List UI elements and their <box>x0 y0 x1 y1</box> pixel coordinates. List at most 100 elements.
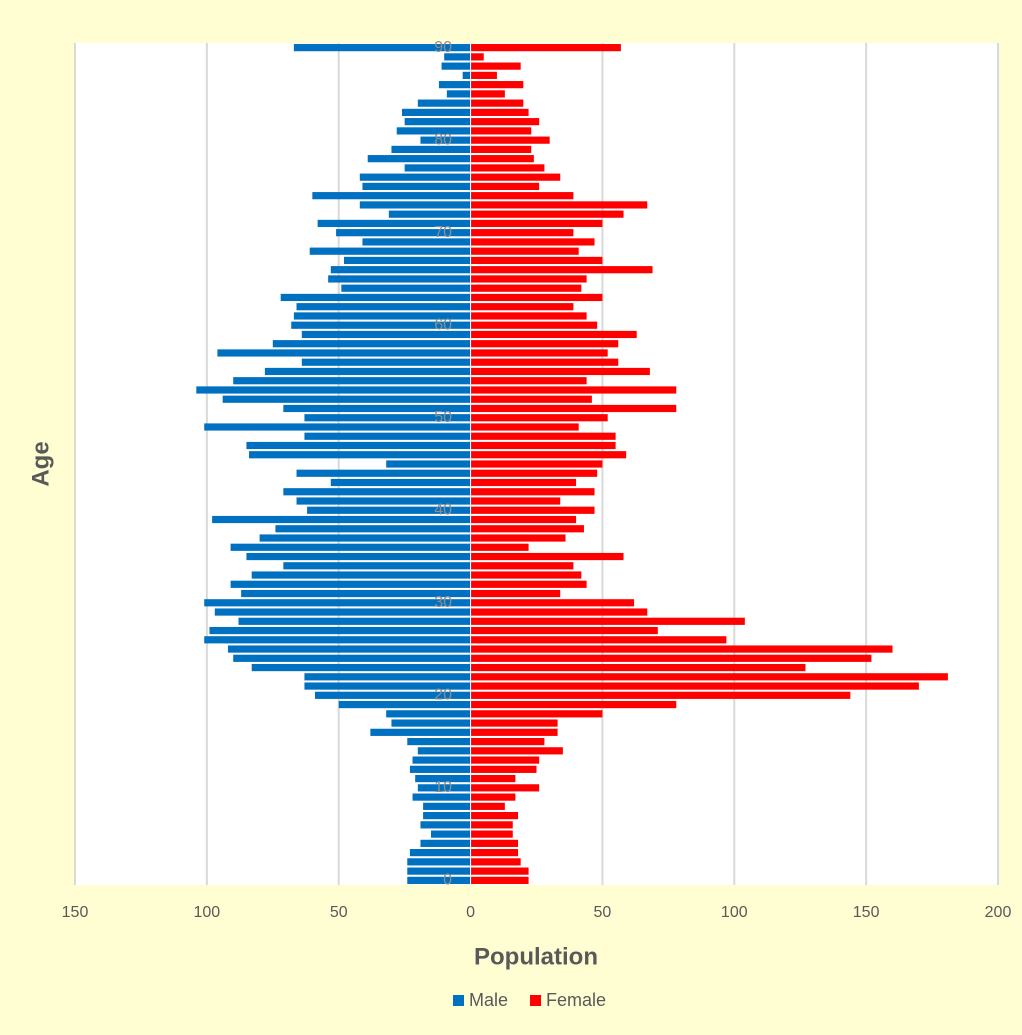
legend-swatch <box>530 995 542 1006</box>
y-tick-label: 80 <box>434 131 452 148</box>
bar <box>470 182 540 191</box>
bar <box>386 710 471 718</box>
bar <box>470 395 592 403</box>
bar <box>415 774 471 783</box>
y-tick-label: 0 <box>443 872 452 889</box>
bar <box>251 663 471 672</box>
bar <box>296 497 471 505</box>
bar <box>330 478 471 487</box>
bar <box>196 386 471 394</box>
bar <box>204 599 471 607</box>
bar <box>417 99 471 107</box>
bar <box>417 784 471 792</box>
bar <box>470 44 621 52</box>
bar <box>217 349 471 357</box>
bar <box>420 839 471 847</box>
bar <box>330 266 471 274</box>
bar <box>407 858 471 866</box>
bar <box>470 784 540 792</box>
bar <box>431 830 471 838</box>
bar <box>204 636 471 644</box>
y-axis-title: Age <box>27 441 54 486</box>
bar <box>470 303 574 311</box>
bar <box>275 525 471 533</box>
bar <box>341 284 471 292</box>
y-tick-label: 20 <box>434 687 452 704</box>
bar <box>249 451 471 459</box>
bar <box>233 377 471 385</box>
bar <box>362 182 471 191</box>
bar <box>470 423 579 431</box>
bar <box>470 367 650 376</box>
bar <box>214 608 471 616</box>
bar <box>470 219 603 228</box>
bar <box>470 821 513 829</box>
x-tick-label: 150 <box>62 904 89 921</box>
bar <box>470 728 558 736</box>
x-tick-label: 50 <box>594 904 612 921</box>
bar <box>304 414 471 422</box>
bar <box>470 710 603 718</box>
bar <box>423 812 471 820</box>
bar <box>396 127 471 135</box>
bar <box>409 849 471 857</box>
bar <box>470 312 587 320</box>
bar <box>204 423 471 431</box>
bar <box>470 867 529 875</box>
bar <box>301 358 471 366</box>
bar <box>470 469 598 477</box>
bar <box>301 330 471 339</box>
bar <box>444 53 471 61</box>
bar <box>233 654 471 662</box>
bar <box>283 488 471 496</box>
bar <box>470 247 579 255</box>
bar <box>470 599 635 607</box>
bar <box>470 266 653 274</box>
bar <box>462 71 471 79</box>
y-tick-label: 40 <box>434 501 452 518</box>
bar <box>470 155 534 163</box>
bar <box>283 562 471 570</box>
y-tick-label: 10 <box>434 779 452 796</box>
bar <box>438 81 471 89</box>
bar <box>407 867 471 875</box>
bar <box>338 700 471 709</box>
bar <box>470 432 616 440</box>
bar <box>283 404 471 413</box>
y-tick-label: 70 <box>434 224 452 241</box>
bar <box>362 238 471 246</box>
bar <box>402 108 471 116</box>
bar <box>317 219 471 228</box>
bar <box>304 432 471 440</box>
bar <box>259 534 471 542</box>
bar <box>328 275 471 283</box>
y-tick-label: 60 <box>434 316 452 333</box>
bar <box>470 127 532 135</box>
y-tick-label: 90 <box>434 39 452 56</box>
bar <box>470 876 529 884</box>
bar <box>470 256 603 265</box>
bar <box>470 543 529 551</box>
bar <box>230 543 471 551</box>
bar <box>388 210 471 218</box>
y-tick-label: 30 <box>434 594 452 611</box>
bar <box>470 164 545 172</box>
bar <box>470 682 919 690</box>
legend-label: Female <box>546 990 606 1010</box>
bar <box>264 367 471 376</box>
bar <box>304 673 471 681</box>
bar <box>309 247 471 255</box>
bar <box>470 858 521 866</box>
bar <box>417 747 471 755</box>
bar <box>470 849 519 857</box>
bar <box>296 469 471 477</box>
bar <box>470 802 505 810</box>
bar <box>386 460 471 468</box>
x-axis-title: Population <box>474 943 598 970</box>
bar <box>391 719 471 727</box>
x-tick-label: 0 <box>466 904 475 921</box>
bar <box>470 71 497 79</box>
bar <box>470 441 616 450</box>
bar <box>470 497 561 505</box>
bar <box>470 525 584 533</box>
